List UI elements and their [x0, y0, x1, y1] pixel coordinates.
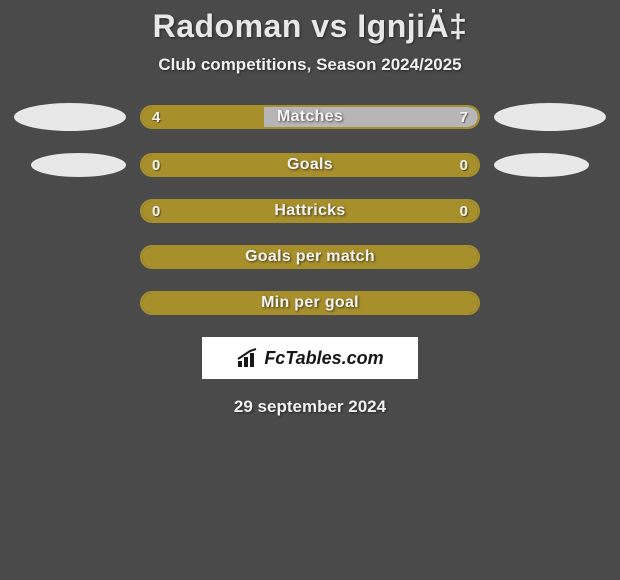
stat-bar: 00Goals: [140, 153, 480, 177]
stat-row: 00Hattricks: [0, 199, 620, 223]
team-right-marker: [494, 153, 589, 177]
stat-row: 47Matches: [0, 103, 620, 131]
logo-chart-icon: [236, 347, 260, 369]
stat-bar: 00Hattricks: [140, 199, 480, 223]
bar-label: Hattricks: [142, 201, 478, 221]
team-left-marker: [31, 153, 126, 177]
stat-bar: Goals per match: [140, 245, 480, 269]
logo-text: FcTables.com: [264, 348, 383, 369]
bar-label: Min per goal: [142, 293, 478, 313]
stat-row: Min per goal: [0, 291, 620, 315]
team-right-marker: [494, 103, 606, 131]
stat-bar: Min per goal: [140, 291, 480, 315]
bar-label: Goals per match: [142, 247, 478, 267]
stat-row: Goals per match: [0, 245, 620, 269]
bar-label: Goals: [142, 155, 478, 175]
bars-container: 47Matches 00Goals 00Hattricks Goals per mat…: [0, 103, 620, 315]
bar-label: Matches: [142, 107, 478, 127]
comparison-card: Radoman vs IgnjiÄ‡ Club competitions, Se…: [0, 0, 620, 417]
logo-box[interactable]: FcTables.com: [202, 337, 418, 379]
team-left-marker: [14, 103, 126, 131]
subtitle: Club competitions, Season 2024/2025: [0, 55, 620, 75]
page-title: Radoman vs IgnjiÄ‡: [0, 8, 620, 45]
date-line: 29 september 2024: [0, 397, 620, 417]
stat-bar: 47Matches: [140, 105, 480, 129]
stat-row: 00Goals: [0, 153, 620, 177]
